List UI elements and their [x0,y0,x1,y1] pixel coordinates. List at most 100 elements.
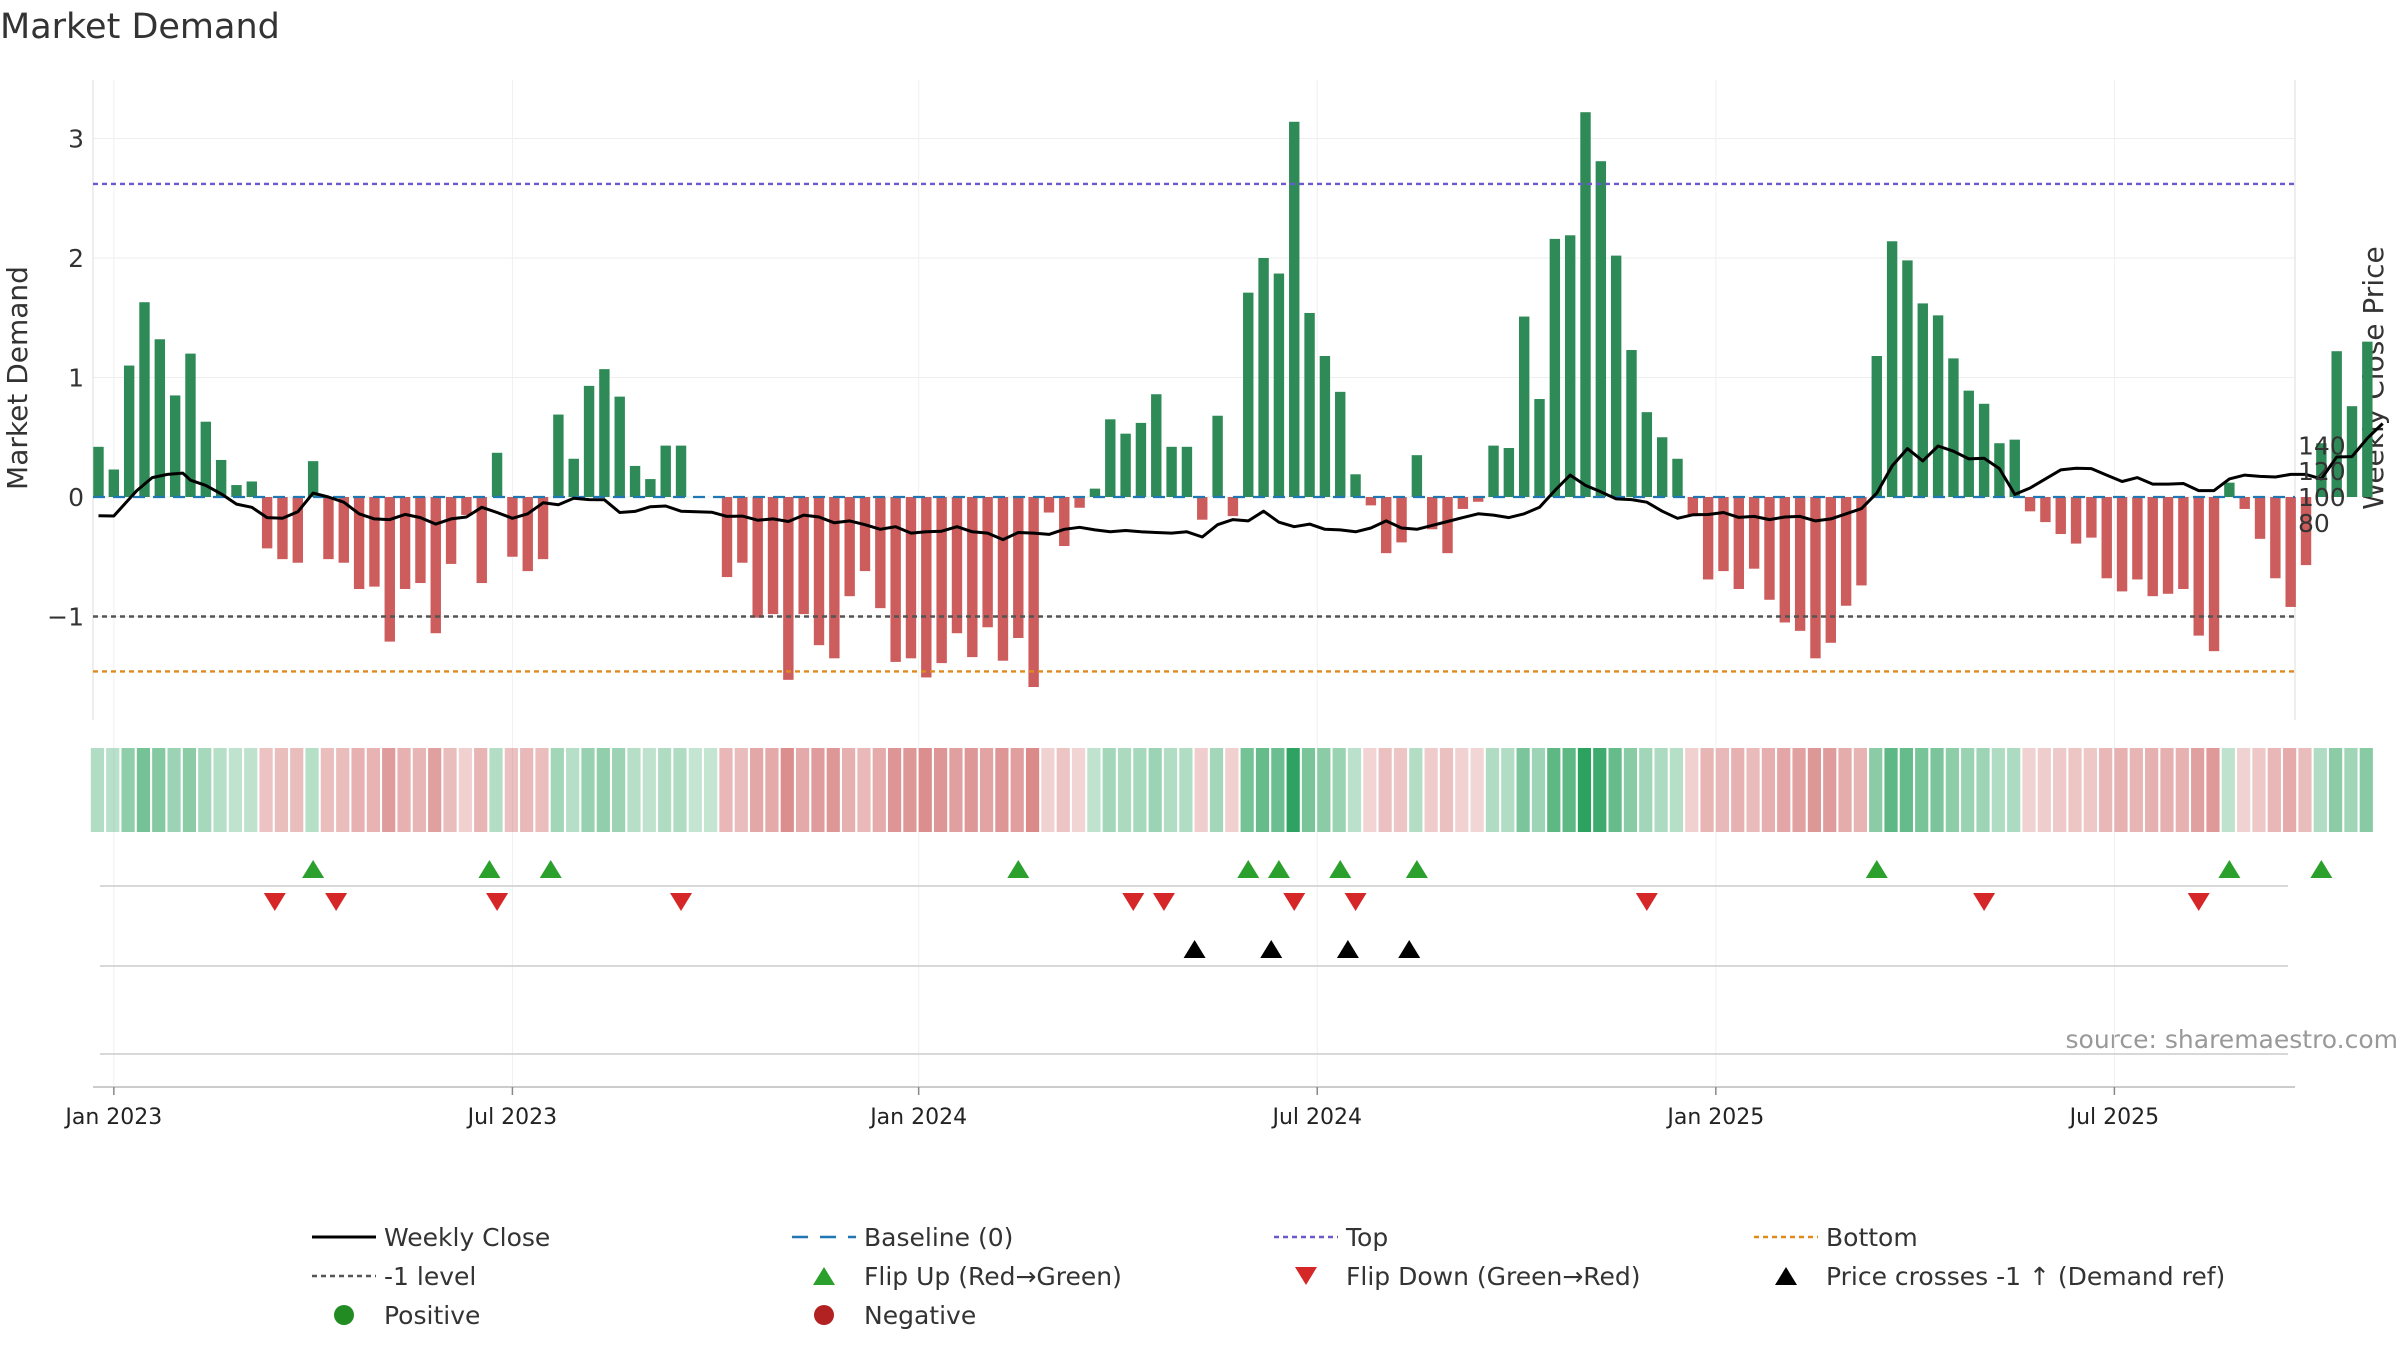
negative-bar [1013,497,1024,639]
heat-cell [627,748,641,832]
legend: Weekly Close Baseline (0) Top Bottom -1 leve… [312,1223,2225,1330]
flip-down-marker [325,893,348,911]
negative-bar [369,497,380,587]
negative-bar [967,497,978,658]
positive-bar [200,421,212,497]
positive-bar [1672,458,1683,497]
heat-cell [1715,748,1730,832]
positive-bar [553,414,564,497]
heat-cell [2298,748,2312,832]
flip-up-marker [2218,860,2241,878]
heat-cell [1853,748,1867,832]
negative-bar [921,497,932,678]
positive-bar [1151,394,1162,497]
heat-cell [2221,748,2235,832]
negative-bar [323,497,334,560]
heat-cell [2191,748,2205,832]
negative-bar [2024,497,2036,512]
positive-bar [1932,315,1944,497]
left-tick-label: 3 [68,125,84,154]
legend-label: Flip Up (Red→Green) [864,1262,1122,1291]
negative-bar [1059,497,1070,546]
heat-cell [2053,748,2067,832]
heat-cell [1409,748,1423,832]
negative-bar [905,497,917,659]
positive-bar [307,461,319,497]
negative-bar [1227,497,1239,517]
heat-cell [2007,748,2021,832]
positive-bar [2346,406,2358,497]
heat-cell [213,748,227,832]
negative-bar [461,497,472,515]
positive-bar [1595,161,1607,497]
negative-bar [767,497,779,615]
negative-bar [2178,497,2189,590]
heat-cell [1117,748,1132,832]
heat-cell [1869,748,1883,832]
positive-bar [231,485,242,497]
right-tick-label: 100 [2298,483,2346,512]
heat-cell [106,748,120,832]
heat-cell [1976,748,1990,832]
heat-cell [581,748,595,832]
negative-bar [2285,497,2296,607]
legend-label: Weekly Close [384,1223,550,1252]
x-tick-label: Jan 2025 [1665,1105,1764,1130]
positive-bar [1917,303,1928,497]
positive-bar [1304,312,1315,497]
heat-cell [1455,748,1469,832]
heat-cell [1501,748,1515,832]
flip-up-marker [1405,860,1428,878]
heat-cell [1562,748,1576,832]
heat-cell [612,748,626,832]
negative-bar [415,497,426,584]
heat-cell [474,748,488,832]
flip-down-marker [1283,893,1306,911]
right-tick-label: 80 [2298,509,2330,538]
left-tick-label: 0 [68,483,84,512]
left-tick-label: 2 [68,244,84,273]
heat-cell [2283,748,2297,832]
heat-cell [872,748,886,832]
legend-label: Negative [864,1301,976,1330]
x-tick-label: Jan 2024 [868,1105,967,1130]
heat-cell [2083,748,2097,832]
heat-cell [1961,748,1975,832]
right-tick-label: 140 [2298,431,2346,460]
heat-cell [1792,748,1806,832]
negative-bar [875,497,886,609]
heat-cell [2114,748,2128,832]
heat-cell [1485,748,1500,832]
heat-cell [167,748,181,832]
heat-cell [1378,748,1392,832]
heat-cell [1531,748,1546,832]
flip-up-marker [1329,860,1352,878]
negative-bar [2208,497,2220,652]
heat-cell [489,748,503,832]
negative-bar [2040,497,2051,523]
heat-cell [1761,748,1775,832]
heat-cell [2175,748,2189,832]
negative-bar [2254,497,2266,539]
positive-bar [1181,446,1193,497]
heat-cell [796,748,810,832]
heat-cell [382,748,396,832]
positive-bar [1534,399,1545,497]
heat-cell [949,748,963,832]
heat-cell [336,748,350,832]
legend-label: Bottom [1826,1223,1918,1252]
negative-bar [1779,497,1790,623]
heat-cell [152,748,166,832]
right-axis-label: Weekly Close Price [2357,246,2390,509]
positive-bar [2316,443,2327,497]
heat-cell [121,748,135,832]
heat-cell [1700,748,1714,832]
negative-bar [936,497,947,664]
heat-cell [642,748,656,832]
heat-cell [1823,748,1837,832]
heat-cell [2267,748,2281,832]
positive-bar [2224,482,2235,497]
flip-down-marker [670,893,693,911]
heat-cell [1516,748,1530,832]
negative-bar [2116,497,2128,592]
